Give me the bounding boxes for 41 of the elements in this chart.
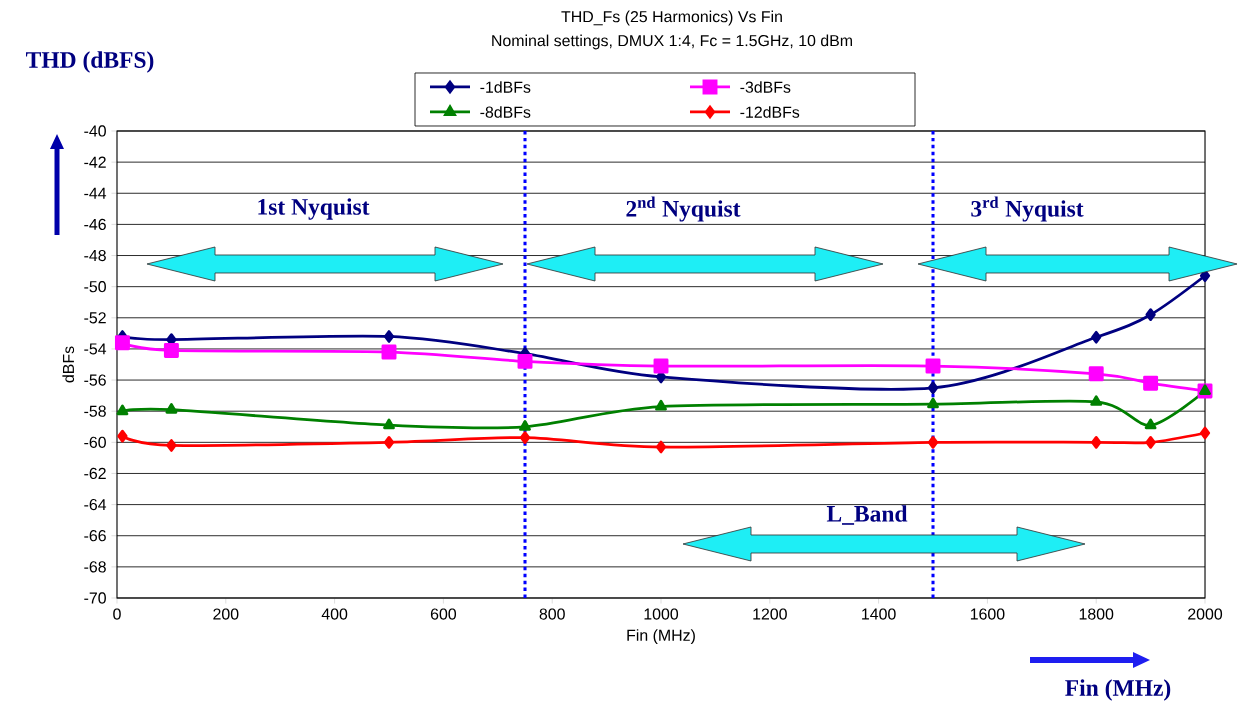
text: THD (dBFS) (26, 51, 154, 73)
y-tick-label: -48 (84, 249, 106, 262)
y-axis-title: dBFs (62, 346, 75, 383)
x-tick-label: 200 (213, 608, 239, 620)
y-tick-label: -70 (84, 592, 106, 604)
x-tick-label: 400 (321, 608, 348, 620)
y-tick-label: -66 (84, 530, 106, 542)
annotation: 1st Nyquist (258, 198, 370, 220)
x-tick-label: 1400 (862, 608, 896, 620)
y-tick-label: -64 (84, 498, 107, 511)
y-tick-label: -58 (84, 405, 106, 417)
chart-subtitle: Nominal settings, DMUX 1:4, Fc = 1.5GHz, 10 dBm (492, 34, 852, 50)
x-tick-label: 1200 (753, 608, 787, 620)
x-tick-label: 800 (539, 608, 565, 620)
legend-label: -1dBFs (480, 81, 531, 93)
legend-label: -12dBFs (740, 106, 800, 118)
x-tick-label: 1000 (644, 608, 679, 620)
annotation: 2$^{nd}$ Nyquist (626, 196, 741, 222)
legend-label: -8dBFs (480, 106, 531, 118)
y-tick-label: -52 (84, 312, 106, 324)
x-tick-label: 0 (113, 608, 121, 620)
y-tick-label: -62 (84, 467, 106, 480)
y-tick-label: -68 (84, 561, 106, 573)
chart-title: THD_Fs (25 Harmonics) Vs Fin (561, 10, 782, 26)
y-tick-label: -60 (84, 436, 106, 448)
x-tick-label: 600 (430, 608, 457, 620)
y-tick-label: -46 (84, 218, 106, 231)
y-tick-label: -44 (84, 187, 107, 199)
x-axis-title: Fin (MHz) (627, 629, 695, 645)
y-tick-label: -42 (84, 156, 106, 168)
text: Fin (MHz) (1065, 679, 1171, 701)
annotation: 3$^{rd}$ Nyquist (971, 196, 1084, 222)
y-tick-label: -50 (84, 281, 106, 293)
y-tick-label: -40 (84, 125, 106, 137)
x-tick-label: 1600 (970, 608, 1005, 620)
x-tick-label: 2000 (1188, 608, 1223, 620)
x-tick-label: 1800 (1079, 608, 1114, 620)
legend-label: -3dBFs (740, 81, 791, 93)
y-tick-label: -54 (84, 343, 107, 355)
annotation: L_Band (826, 505, 908, 525)
y-tick-label: -56 (84, 374, 106, 386)
